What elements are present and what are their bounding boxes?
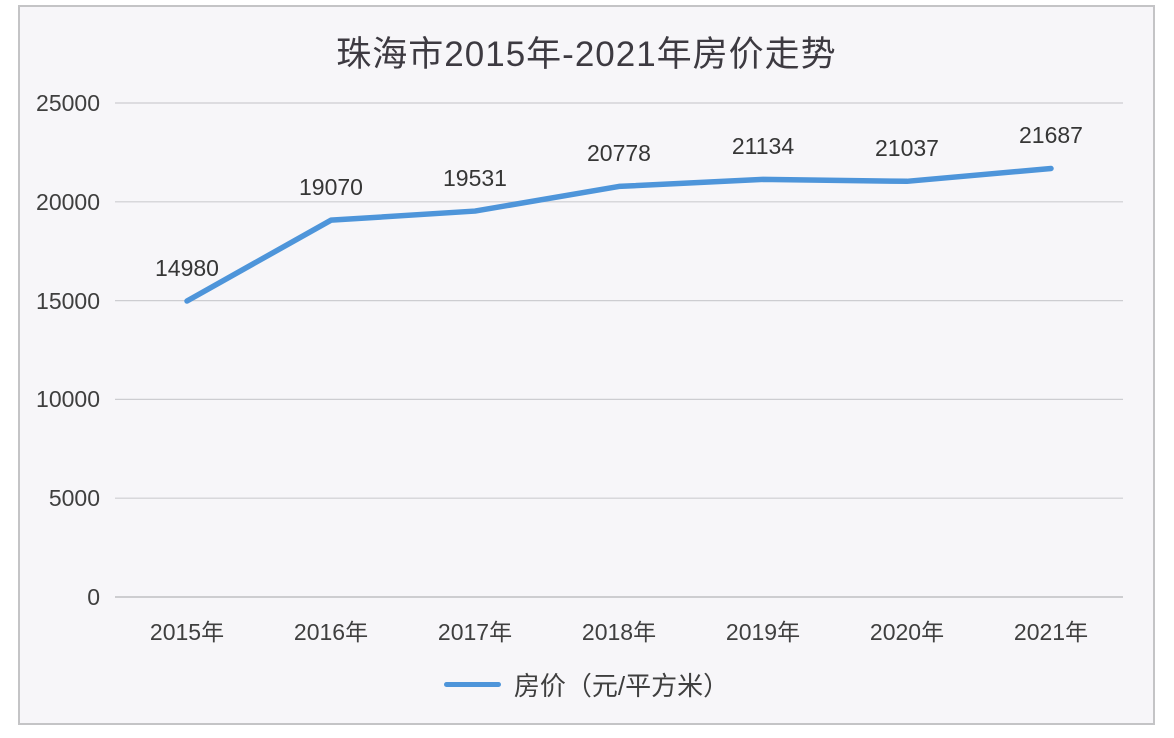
x-tick-label: 2015年 bbox=[149, 619, 225, 645]
y-tick-label: 0 bbox=[87, 584, 100, 610]
x-tick-label: 2020年 bbox=[869, 619, 945, 645]
data-label: 21037 bbox=[875, 135, 939, 162]
legend: 房价（元/平方米） bbox=[18, 666, 1155, 703]
legend-line-swatch bbox=[443, 682, 501, 687]
x-tick-label: 2017年 bbox=[437, 619, 513, 645]
chart-title: 珠海市2015年-2021年房价走势 bbox=[336, 35, 837, 74]
data-label: 14980 bbox=[155, 254, 219, 281]
x-tick-label: 2018年 bbox=[581, 619, 657, 645]
x-tick-label: 2021年 bbox=[1013, 619, 1089, 645]
data-label: 19070 bbox=[299, 174, 363, 201]
data-label: 19531 bbox=[443, 165, 507, 192]
y-tick-label: 15000 bbox=[36, 287, 100, 314]
legend-label: 房价（元/平方米） bbox=[513, 671, 730, 701]
y-tick-label: 5000 bbox=[48, 485, 100, 512]
y-tick-label: 25000 bbox=[36, 90, 100, 116]
price-line-series bbox=[184, 165, 1054, 304]
y-tick-label: 10000 bbox=[36, 386, 100, 413]
x-tick-label: 2016年 bbox=[293, 619, 369, 645]
data-label: 20778 bbox=[587, 140, 651, 167]
data-label: 21687 bbox=[1019, 122, 1083, 149]
x-tick-label: 2019年 bbox=[725, 619, 801, 645]
data-label: 21134 bbox=[731, 133, 795, 160]
y-tick-label: 20000 bbox=[36, 188, 100, 215]
chart-frame bbox=[18, 5, 1155, 725]
